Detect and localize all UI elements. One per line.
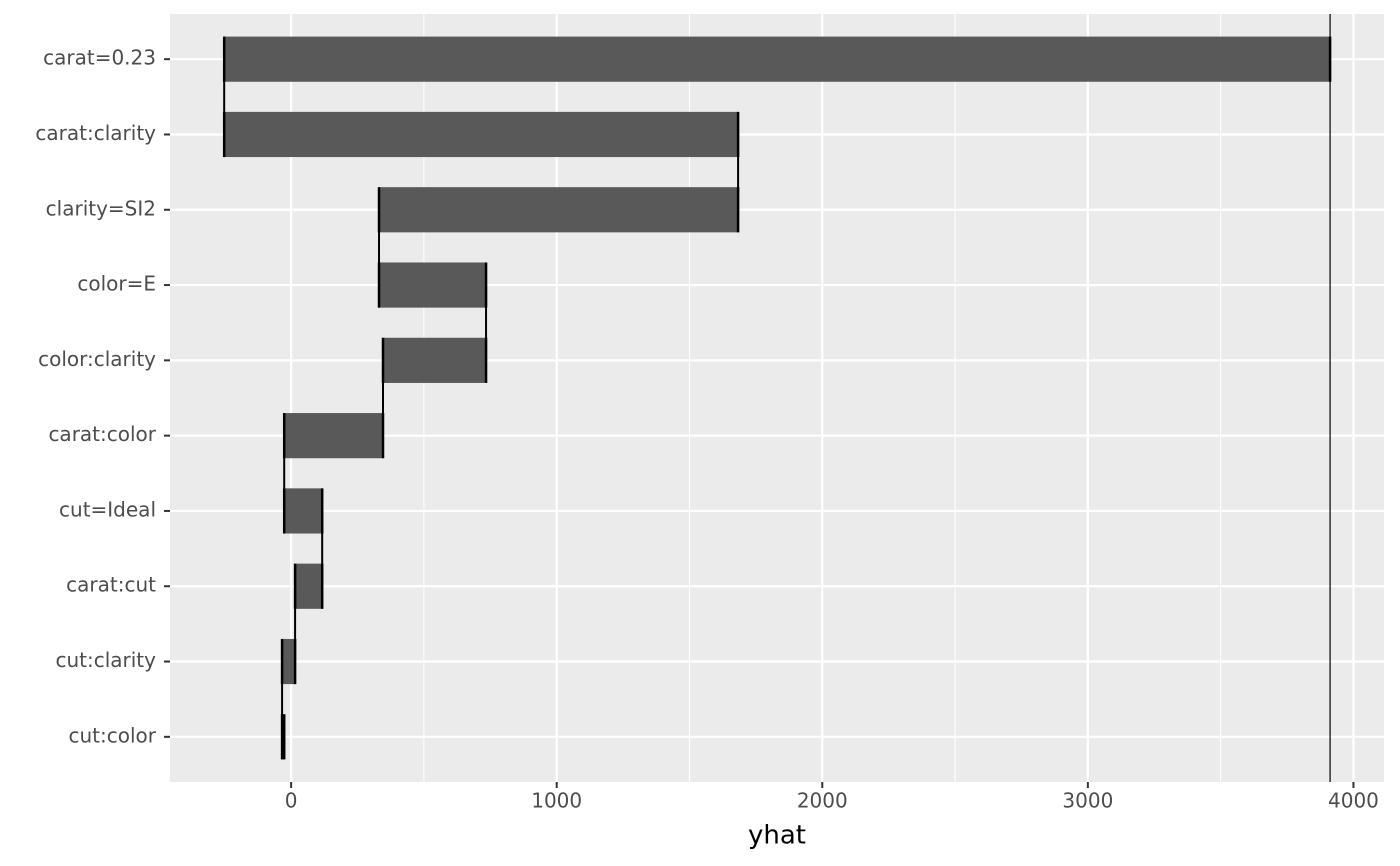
y-tick-label: color:clarity <box>38 347 156 371</box>
x-tick-label: 4000 <box>1328 789 1379 813</box>
bar <box>284 413 384 459</box>
bar <box>379 187 739 233</box>
bar <box>379 262 487 308</box>
y-tick-label: carat=0.23 <box>43 46 156 70</box>
x-tick-label: 3000 <box>1062 789 1113 813</box>
y-tick-label: carat:clarity <box>35 121 156 145</box>
bar <box>224 111 739 158</box>
y-tick-label: clarity=SI2 <box>46 196 156 220</box>
y-tick-label: carat:cut <box>66 573 156 597</box>
x-tick-label: 0 <box>285 789 298 813</box>
bar <box>284 488 323 534</box>
bar <box>383 337 487 383</box>
bar <box>295 563 323 609</box>
y-tick-label: cut:color <box>69 723 157 747</box>
y-tick-label: cut:clarity <box>55 648 156 672</box>
y-tick-label: carat:color <box>48 422 156 446</box>
bar <box>224 36 1331 82</box>
bar <box>282 638 296 685</box>
x-axis-title: yhat <box>748 821 806 851</box>
x-tick-label: 1000 <box>531 789 582 813</box>
y-tick-label: color=E <box>77 272 156 296</box>
x-tick-label: 2000 <box>797 789 848 813</box>
y-tick-label: cut=Ideal <box>59 497 156 521</box>
